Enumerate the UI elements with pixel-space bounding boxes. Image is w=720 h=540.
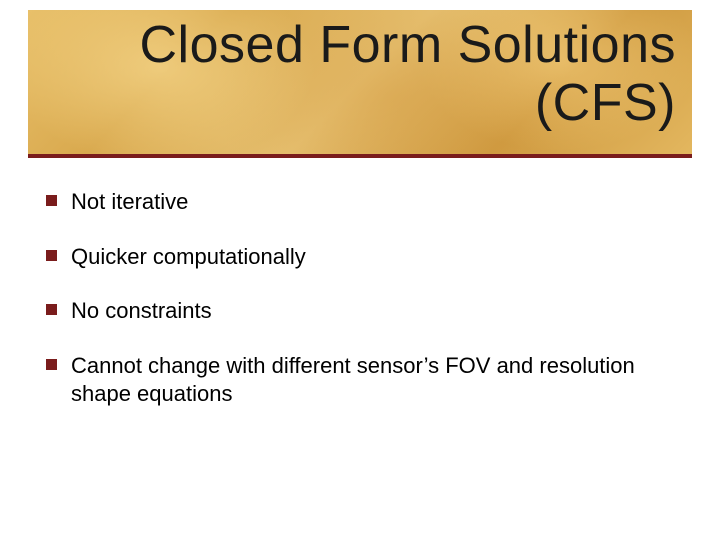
- slide-container: Closed Form Solutions (CFS) Not iterativ…: [0, 0, 720, 540]
- bullet-square-icon: [46, 250, 57, 261]
- list-item: Cannot change with different sensor’s FO…: [46, 352, 674, 409]
- bullet-square-icon: [46, 359, 57, 370]
- slide-title-line1: Closed Form Solutions: [140, 16, 677, 74]
- slide-title: Closed Form Solutions (CFS): [44, 16, 676, 132]
- bullet-text: Quicker computationally: [71, 243, 306, 272]
- slide-body: Not iterative Quicker computationally No…: [46, 188, 674, 435]
- bullet-text: Cannot change with different sensor’s FO…: [71, 352, 674, 409]
- list-item: Not iterative: [46, 188, 674, 217]
- slide-header: Closed Form Solutions (CFS): [28, 10, 692, 158]
- bullet-text: Not iterative: [71, 188, 188, 217]
- bullet-text: No constraints: [71, 297, 212, 326]
- list-item: Quicker computationally: [46, 243, 674, 272]
- bullet-square-icon: [46, 304, 57, 315]
- slide-title-line2: (CFS): [535, 74, 676, 132]
- bullet-square-icon: [46, 195, 57, 206]
- list-item: No constraints: [46, 297, 674, 326]
